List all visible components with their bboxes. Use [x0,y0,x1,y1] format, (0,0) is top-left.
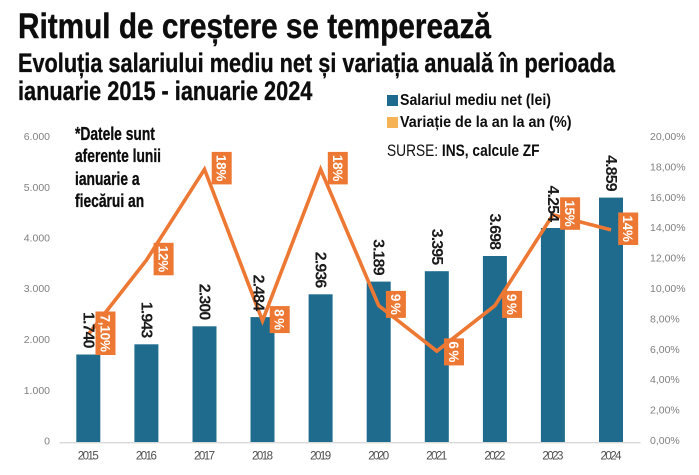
svg-text:9%: 9% [388,294,403,315]
svg-text:10,00%: 10,00% [650,283,686,295]
svg-text:2022: 2022 [484,451,505,463]
svg-text:6%: 6% [446,341,461,362]
svg-text:5.000: 5.000 [24,182,50,194]
svg-text:14%: 14% [620,216,635,243]
svg-text:18,00%: 18,00% [650,161,686,173]
svg-text:12%: 12% [156,246,171,272]
svg-text:0: 0 [44,436,50,448]
svg-text:18%: 18% [214,155,229,182]
svg-text:6,00%: 6,00% [650,344,680,356]
svg-text:2015: 2015 [78,451,99,463]
svg-text:3.698: 3.698 [486,214,503,251]
svg-text:2017: 2017 [194,451,215,463]
svg-text:2021: 2021 [426,451,447,463]
svg-text:1.000: 1.000 [24,385,50,397]
svg-text:2024: 2024 [601,451,623,463]
svg-text:4.000: 4.000 [24,233,50,245]
svg-text:15%: 15% [562,200,577,227]
svg-text:4.859: 4.859 [602,155,619,192]
svg-text:2020: 2020 [368,451,389,463]
svg-text:20,00%: 20,00% [650,131,686,143]
svg-text:4.254: 4.254 [544,186,561,223]
svg-text:2019: 2019 [310,451,331,463]
svg-text:8,00%: 8,00% [650,313,680,325]
svg-text:2,00%: 2,00% [650,405,680,417]
svg-text:9%: 9% [504,294,519,315]
svg-text:2.000: 2.000 [24,334,50,346]
svg-text:16,00%: 16,00% [650,192,686,204]
svg-text:2.484: 2.484 [250,275,267,312]
svg-text:7,10%: 7,10% [98,315,113,353]
svg-text:6.000: 6.000 [24,131,50,143]
svg-text:3.189: 3.189 [370,239,387,276]
svg-text:18%: 18% [330,155,345,182]
svg-text:2023: 2023 [542,451,563,463]
svg-text:3.395: 3.395 [428,229,445,266]
svg-text:3.000: 3.000 [24,283,50,295]
svg-text:14,00%: 14,00% [650,222,686,234]
svg-text:8%: 8% [272,309,287,330]
svg-text:0,00%: 0,00% [650,435,680,447]
svg-text:1.740: 1.740 [79,312,96,349]
svg-text:2016: 2016 [136,451,157,463]
svg-text:1.943: 1.943 [137,302,154,339]
svg-text:2.300: 2.300 [196,284,213,321]
svg-text:2018: 2018 [252,451,273,463]
svg-text:2.936: 2.936 [312,252,329,289]
svg-text:12,00%: 12,00% [650,253,686,265]
svg-text:4,00%: 4,00% [650,374,680,386]
